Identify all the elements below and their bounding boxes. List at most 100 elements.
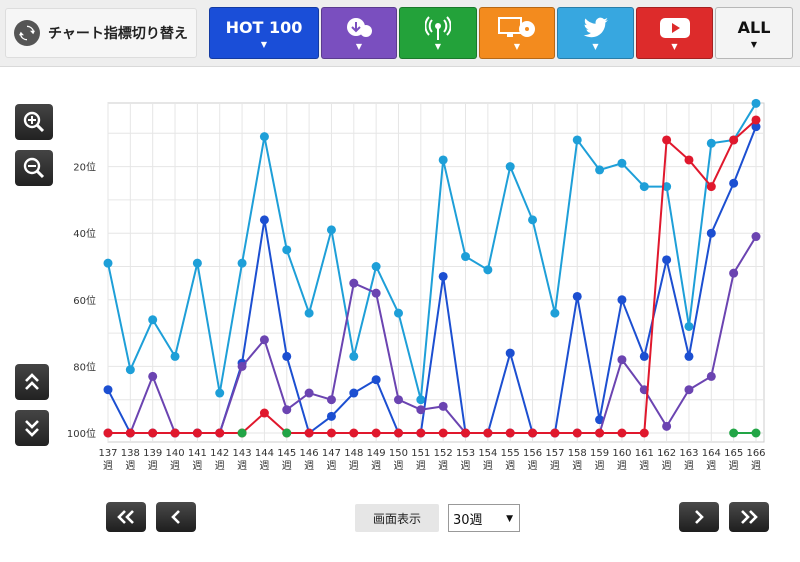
tab-hot-100[interactable]: HOT 100 ▼ bbox=[209, 7, 319, 59]
data-point bbox=[304, 388, 314, 398]
data-point bbox=[505, 348, 515, 358]
data-point bbox=[170, 428, 180, 438]
dropdown-arrow-icon: ▼ bbox=[506, 514, 513, 524]
next-page-button[interactable] bbox=[679, 502, 719, 532]
y-tick-label: 20位 bbox=[73, 161, 96, 174]
data-point bbox=[461, 252, 471, 262]
data-point bbox=[662, 255, 672, 265]
zoom-out-icon bbox=[23, 157, 45, 179]
data-point bbox=[684, 385, 694, 395]
data-point bbox=[393, 308, 403, 318]
double-chevron-down-icon bbox=[25, 420, 39, 437]
data-point bbox=[639, 351, 649, 361]
data-point bbox=[706, 182, 716, 192]
y-tick-label: 100位 bbox=[67, 427, 96, 440]
chevron-left-icon bbox=[171, 510, 180, 524]
data-point bbox=[326, 395, 336, 405]
scroll-up-button[interactable] bbox=[15, 364, 49, 400]
data-point bbox=[237, 428, 247, 438]
x-tick-label: 139 週 bbox=[143, 448, 162, 472]
twitter-icon bbox=[582, 16, 610, 40]
data-point bbox=[595, 428, 605, 438]
prev-page-button[interactable] bbox=[156, 502, 196, 532]
data-point bbox=[282, 405, 292, 415]
data-point bbox=[662, 421, 672, 431]
data-point bbox=[528, 215, 538, 225]
data-point bbox=[371, 262, 381, 271]
data-point bbox=[148, 428, 158, 438]
data-point bbox=[349, 388, 359, 398]
data-point bbox=[617, 428, 627, 438]
data-point bbox=[326, 428, 336, 438]
data-point bbox=[662, 135, 672, 145]
x-tick-label: 152 週 bbox=[434, 448, 453, 472]
x-tick-label: 137 週 bbox=[98, 448, 117, 472]
data-point bbox=[639, 428, 649, 438]
data-point bbox=[483, 265, 493, 275]
x-tick-label: 164 週 bbox=[702, 448, 721, 472]
data-point bbox=[617, 158, 627, 168]
data-point bbox=[528, 428, 538, 438]
double-chevron-left-icon bbox=[117, 510, 134, 524]
data-point bbox=[684, 155, 694, 165]
caret-down-icon: ▼ bbox=[355, 41, 363, 51]
data-point bbox=[282, 428, 292, 438]
display-value: 30週 bbox=[453, 512, 483, 528]
data-point bbox=[103, 428, 113, 438]
data-point bbox=[148, 315, 158, 325]
x-tick-label: 160 週 bbox=[612, 448, 631, 472]
data-point bbox=[729, 268, 739, 278]
data-point bbox=[461, 428, 471, 438]
tab-cloud-download[interactable]: ▼ bbox=[321, 7, 397, 59]
data-point bbox=[215, 388, 225, 398]
data-point bbox=[438, 401, 448, 411]
data-point bbox=[572, 428, 582, 438]
data-point bbox=[751, 115, 761, 125]
x-tick-label: 145 週 bbox=[277, 448, 296, 472]
x-tick-label: 161 週 bbox=[635, 448, 654, 472]
x-tick-label: 141 週 bbox=[188, 448, 207, 472]
data-point bbox=[706, 138, 716, 148]
caret-down-icon: ▼ bbox=[592, 41, 599, 51]
data-point bbox=[505, 162, 515, 172]
tab-broadcast[interactable]: ▼ bbox=[399, 7, 477, 59]
data-point bbox=[259, 408, 269, 418]
tab-youtube[interactable]: ▼ bbox=[636, 7, 713, 59]
data-point bbox=[282, 351, 292, 361]
tab-twitter[interactable]: ▼ bbox=[557, 7, 634, 59]
data-point bbox=[550, 428, 560, 438]
zoom-in-button[interactable] bbox=[15, 104, 53, 140]
data-point bbox=[617, 355, 627, 365]
y-tick-label: 60位 bbox=[73, 294, 96, 307]
x-tick-label: 162 週 bbox=[657, 448, 676, 472]
data-point bbox=[639, 182, 649, 192]
chart-switch-button[interactable]: チャート指標切り替え bbox=[5, 8, 197, 58]
last-page-button[interactable] bbox=[729, 502, 769, 532]
scroll-down-button[interactable] bbox=[15, 410, 49, 446]
data-point bbox=[192, 258, 202, 268]
caret-down-icon: ▼ bbox=[750, 39, 758, 49]
data-point bbox=[729, 428, 739, 438]
data-point bbox=[438, 428, 448, 438]
data-point bbox=[371, 288, 381, 298]
display-select[interactable]: 30週 ▼ bbox=[448, 504, 520, 532]
data-point bbox=[751, 232, 761, 242]
x-tick-label: 159 週 bbox=[590, 448, 609, 472]
data-point bbox=[148, 371, 158, 381]
data-point bbox=[505, 428, 515, 438]
tab-all[interactable]: ALL ▼ bbox=[715, 7, 793, 59]
x-tick-label: 166 週 bbox=[746, 448, 765, 472]
data-point bbox=[595, 165, 605, 175]
first-page-button[interactable] bbox=[106, 502, 146, 532]
data-point bbox=[326, 225, 336, 235]
data-point bbox=[684, 351, 694, 361]
tab-pc-cd[interactable]: ▼ bbox=[479, 7, 555, 59]
zoom-in-icon bbox=[23, 111, 45, 133]
data-point bbox=[103, 258, 113, 268]
zoom-out-button[interactable] bbox=[15, 150, 53, 186]
y-tick-label: 40位 bbox=[73, 227, 96, 240]
data-point bbox=[326, 411, 336, 421]
data-point bbox=[304, 428, 314, 438]
data-point bbox=[192, 428, 202, 438]
